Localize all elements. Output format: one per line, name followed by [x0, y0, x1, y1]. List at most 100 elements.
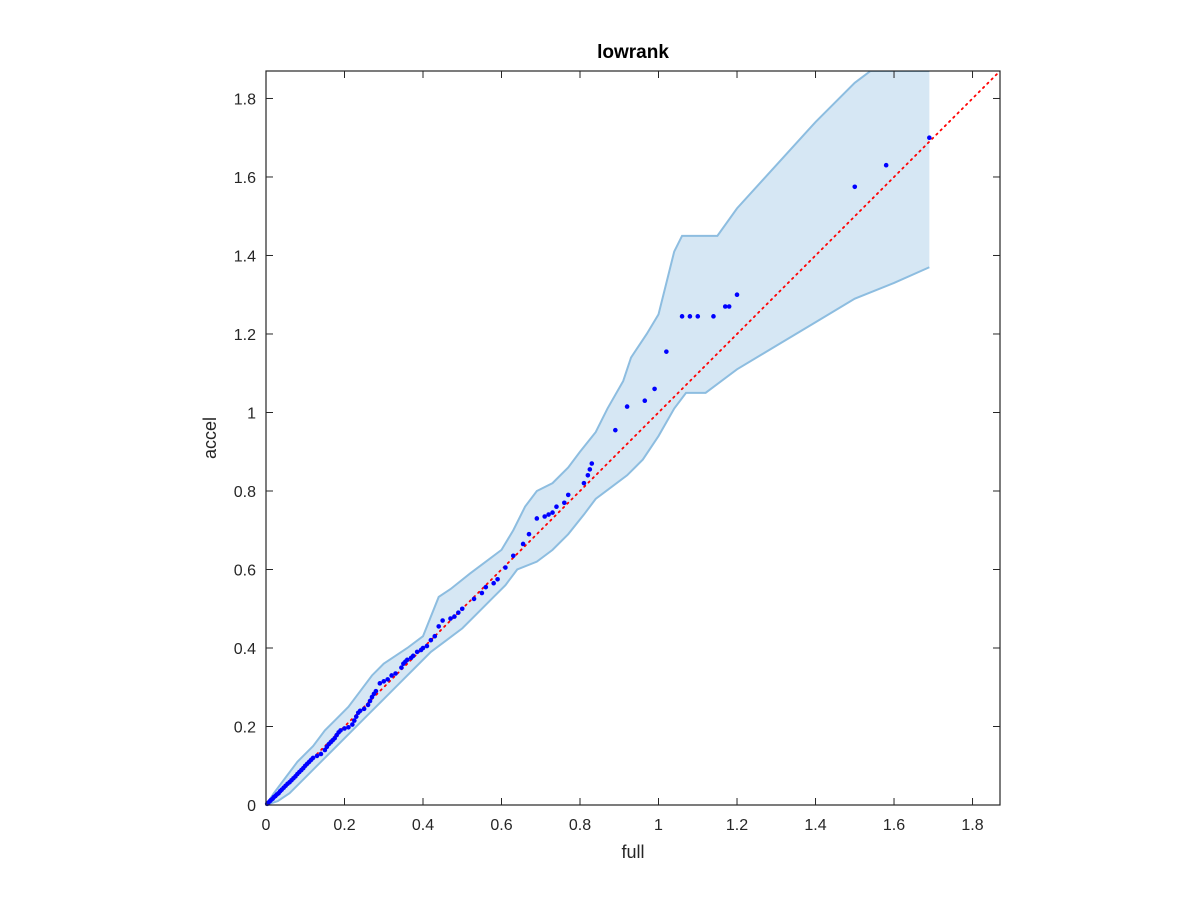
- x-tick-label: 1.4: [804, 817, 826, 834]
- data-point: [357, 708, 363, 714]
- y-tick-label: 0.4: [234, 641, 256, 658]
- data-point: [381, 679, 387, 684]
- y-tick-label: 0.2: [234, 719, 256, 736]
- data-point: [734, 292, 740, 298]
- data-point: [432, 633, 438, 639]
- data-point: [581, 480, 587, 486]
- x-tick-label: 1: [654, 817, 663, 834]
- data-point: [562, 500, 567, 506]
- data-point: [393, 671, 398, 676]
- x-tick-label: 0.2: [333, 817, 355, 834]
- y-tick-label: 1.8: [234, 91, 256, 108]
- band-upper-edge: [266, 71, 930, 805]
- data-point: [456, 610, 461, 615]
- x-tick-label: 0.8: [569, 817, 591, 834]
- data-point: [652, 386, 657, 392]
- data-point: [726, 304, 732, 309]
- data-point: [420, 645, 426, 651]
- x-tick-label: 1.8: [961, 817, 983, 834]
- y-tick-label: 0: [247, 798, 256, 815]
- y-axis-label: accel: [200, 417, 220, 459]
- data-point: [711, 314, 716, 319]
- data-point: [695, 314, 701, 319]
- data-point: [510, 553, 516, 559]
- data-point: [365, 702, 371, 708]
- data-point: [613, 427, 618, 433]
- data-point: [361, 706, 367, 712]
- data-point: [389, 673, 394, 678]
- x-tick-label: 0: [262, 817, 271, 834]
- data-point: [679, 314, 685, 319]
- data-point: [405, 657, 410, 663]
- data-point: [385, 677, 390, 682]
- data-point: [491, 580, 496, 586]
- data-point: [410, 653, 416, 659]
- data-point: [589, 461, 595, 466]
- data-point: [585, 472, 591, 478]
- data-point: [350, 722, 355, 727]
- data-point: [503, 565, 508, 570]
- identity-reference-line: [266, 71, 1000, 805]
- reference-line-layer: [266, 71, 1000, 805]
- axes-box: [265, 70, 1001, 806]
- x-tick-label: 1.2: [726, 817, 748, 834]
- y-tick-label: 1.2: [234, 327, 256, 344]
- data-point: [318, 751, 324, 757]
- data-point: [479, 590, 485, 596]
- x-axis-label: full: [621, 842, 644, 862]
- data-points-layer: [264, 135, 932, 807]
- data-point: [367, 698, 373, 704]
- data-point: [414, 649, 420, 655]
- confidence-band-fill: [266, 71, 930, 805]
- data-point: [722, 304, 728, 309]
- data-point: [436, 624, 442, 629]
- confidence-band-layer: [266, 71, 930, 805]
- data-point: [452, 614, 457, 619]
- data-point: [342, 726, 347, 731]
- data-point: [353, 714, 359, 719]
- data-point: [883, 162, 889, 168]
- data-point: [483, 584, 489, 590]
- data-point: [459, 606, 465, 612]
- data-point: [373, 688, 379, 694]
- x-tick-label: 0.4: [412, 817, 434, 834]
- x-tick-label: 0.6: [490, 817, 512, 834]
- data-point: [664, 349, 669, 354]
- data-point: [495, 577, 500, 582]
- y-tick-label: 0.6: [234, 562, 256, 579]
- data-point: [399, 665, 404, 670]
- chart-title: lowrank: [597, 42, 669, 63]
- data-point: [927, 135, 932, 141]
- data-point: [440, 618, 445, 623]
- data-point: [352, 718, 357, 723]
- y-tick-label: 1: [247, 405, 256, 422]
- data-point: [520, 541, 526, 547]
- band-lower-edge: [266, 266, 930, 805]
- data-point: [338, 728, 343, 733]
- data-point: [346, 724, 351, 730]
- data-point: [546, 512, 551, 517]
- axes-layer: 0 0.2 0.4 0.6 0.8 1 1.2 1.4 1.6 1.8 0 0.2 0.4 0.6 0.8 1…: [234, 70, 1001, 834]
- data-point: [448, 616, 453, 621]
- data-point: [314, 753, 320, 759]
- data-point: [428, 637, 434, 643]
- y-tick-label: 1.6: [234, 170, 256, 187]
- data-point: [526, 531, 532, 537]
- y-tick-label: 1.4: [234, 248, 256, 265]
- data-point: [587, 467, 593, 472]
- data-point: [565, 492, 571, 498]
- data-point: [852, 184, 858, 190]
- data-point: [642, 398, 648, 404]
- x-tick-label: 1.6: [883, 817, 905, 834]
- data-point: [554, 504, 559, 509]
- data-point: [542, 514, 547, 519]
- data-point: [624, 404, 630, 409]
- data-point: [550, 510, 555, 515]
- data-point: [471, 596, 477, 602]
- data-point: [377, 681, 383, 686]
- data-point: [310, 755, 316, 761]
- data-point: [534, 516, 540, 521]
- data-point: [424, 643, 430, 649]
